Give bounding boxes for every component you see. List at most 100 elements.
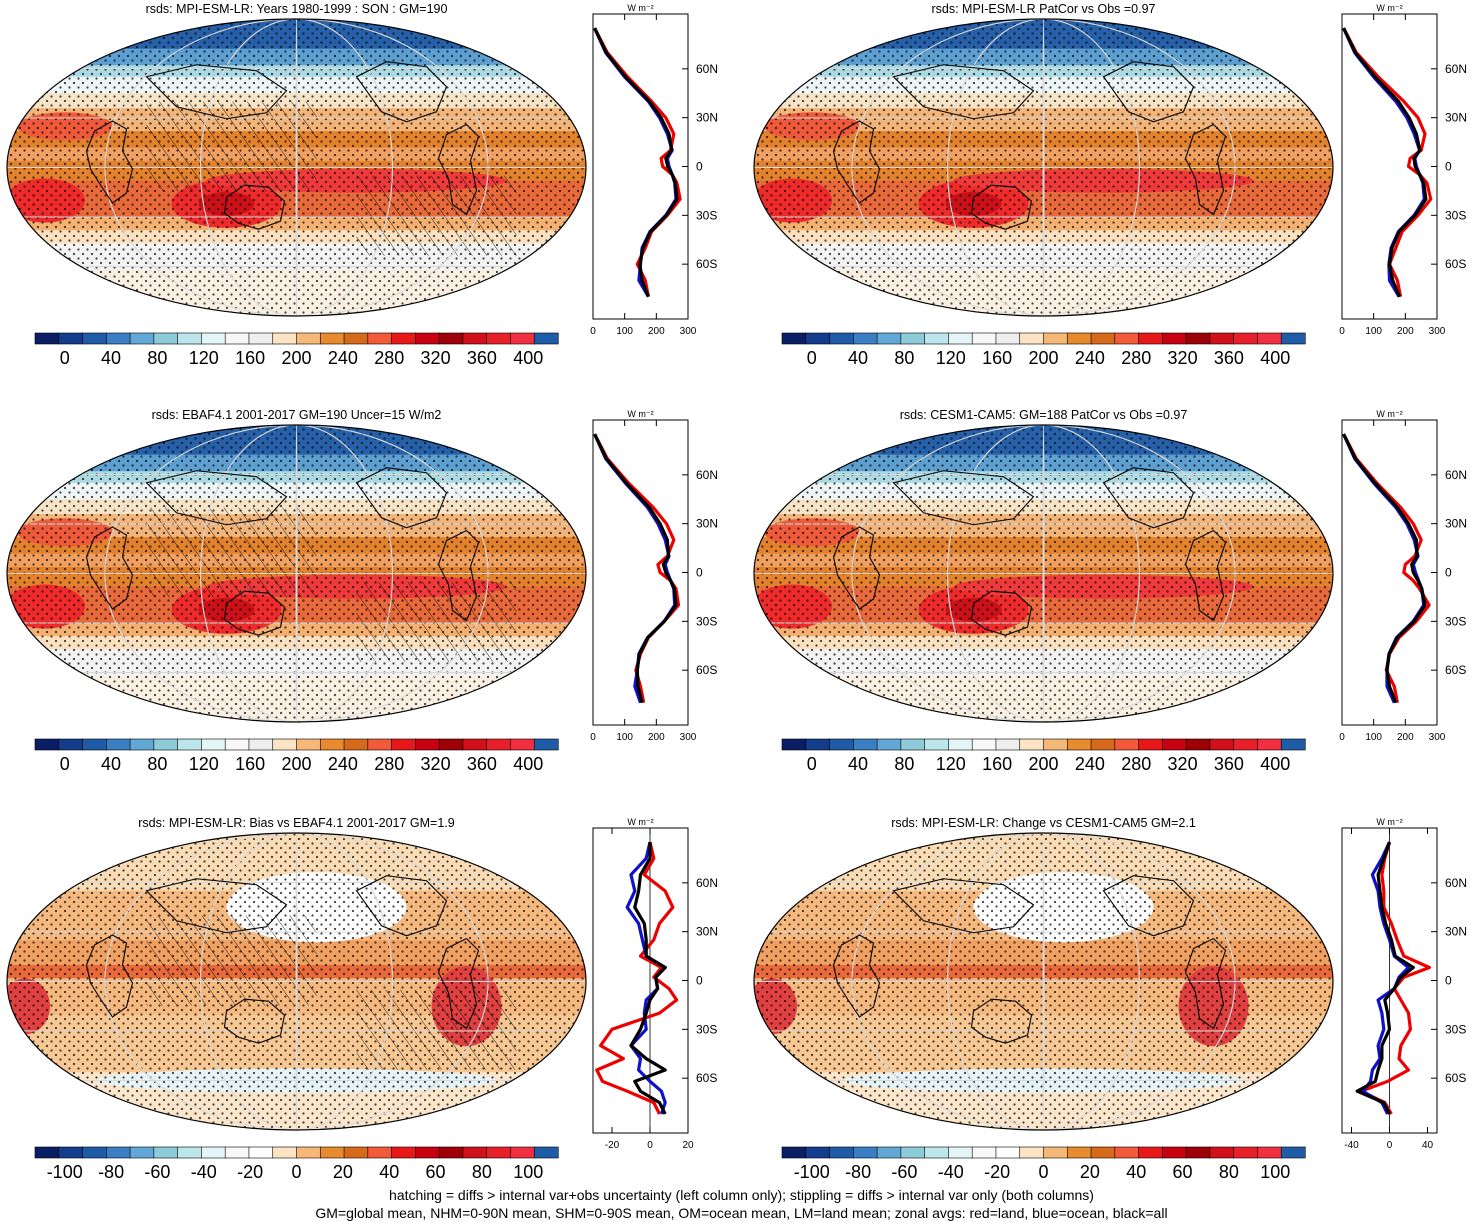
- colorbar-swatch: [781, 738, 807, 751]
- colorbar-swatch: [876, 738, 902, 751]
- zonal-lat-label: 30S: [696, 1022, 717, 1036]
- map-border: [6, 18, 587, 317]
- zonal-lat-label: 0: [696, 160, 703, 174]
- colorbar-tick-label: 160: [235, 754, 265, 774]
- colorbar-swatch: [948, 738, 973, 751]
- coastline: [145, 878, 288, 934]
- colorbar-swatch: [1233, 1146, 1259, 1159]
- colorbar-swatch: [201, 332, 226, 345]
- colorbar-swatch: [106, 332, 131, 345]
- map-field: [7, 425, 586, 722]
- colorbar-swatch: [1043, 738, 1068, 751]
- colorbar-swatch: [224, 1146, 250, 1159]
- colorbar-swatch: [1066, 332, 1092, 345]
- colorbar-swatch: [805, 332, 831, 345]
- colorbar-swatch: [177, 332, 203, 345]
- map-panel-1: rsds: MPI-ESM-LR: Years 1980-1999 : SON …: [6, 2, 587, 317]
- colorbar-swatch: [1162, 1146, 1187, 1159]
- colorbar-5: -100 -80 -60 -40 -20 0 20 40 60 80 100: [34, 1146, 559, 1182]
- colorbar-tick-label: 120: [189, 754, 219, 774]
- colorbar-tick-label: 20: [1080, 1162, 1100, 1182]
- zonal-xtick-label: 100: [1365, 326, 1382, 337]
- zonal-xtick-label: 300: [1429, 732, 1446, 743]
- zonal-units-label: W m⁻²: [627, 409, 653, 419]
- coastline: [437, 529, 480, 622]
- colorbar-swatch: [1209, 332, 1235, 345]
- meridian-gridline: [199, 425, 394, 722]
- colorbar-swatch: [853, 1146, 878, 1159]
- colorbar-swatch: [1114, 1146, 1140, 1159]
- coastline: [85, 526, 134, 610]
- colorbar-swatch: [1257, 1146, 1282, 1159]
- zonal-lat-label: 60S: [1445, 257, 1466, 271]
- zonal-lat-label: 60N: [696, 468, 718, 482]
- colorbar-swatch: [82, 1146, 107, 1159]
- colorbar-swatch: [1233, 738, 1259, 751]
- map-field: [754, 425, 1333, 722]
- zonal-lat-label: 30N: [1445, 111, 1467, 125]
- colorbar-swatch: [1257, 738, 1282, 751]
- colorbar-tick-label: 60: [1173, 1162, 1193, 1182]
- zonal-lat-label: 30S: [696, 208, 717, 222]
- colorbar-swatch: [510, 332, 535, 345]
- colorbar-tick-label: 200: [1028, 348, 1058, 368]
- zonal-xtick-label: 100: [616, 732, 633, 743]
- map-border: [6, 832, 587, 1131]
- colorbar-swatch: [391, 1146, 416, 1159]
- coastline: [892, 878, 1035, 934]
- colorbar-swatch: [876, 332, 902, 345]
- coastline: [85, 934, 134, 1018]
- map-border: [753, 424, 1334, 723]
- colorbar-tick-label: 120: [189, 348, 219, 368]
- coastline: [1102, 61, 1195, 123]
- colorbar-tick-label: 360: [1214, 754, 1244, 774]
- colorbar-tick-label: 80: [147, 348, 167, 368]
- zonal-xtick-label: 300: [680, 732, 697, 743]
- colorbar-swatch: [367, 332, 393, 345]
- colorbar-tick-label: 0: [60, 754, 70, 774]
- colorbar-swatch: [781, 332, 807, 345]
- colorbar-swatch: [924, 332, 950, 345]
- coastline: [970, 590, 1033, 636]
- colorbar-tick-label: -40: [191, 1162, 217, 1182]
- colorbar-swatch: [1185, 332, 1211, 345]
- zonal-series-all: [1355, 841, 1415, 1115]
- colorbar-tick-label: 0: [1038, 1162, 1048, 1182]
- colorbar-tick-label: 80: [1219, 1162, 1239, 1182]
- map-field: [7, 19, 586, 316]
- zonal-lat-label: 60N: [1445, 62, 1467, 76]
- zonal-series-all: [593, 27, 679, 298]
- colorbar-swatch: [853, 738, 878, 751]
- colorbar-tick-label: 100: [513, 1162, 543, 1182]
- colorbar-swatch: [829, 738, 854, 751]
- colorbar-tick-label: -100: [794, 1162, 830, 1182]
- colorbar-swatch: [296, 1146, 321, 1159]
- colorbar-swatch: [177, 1146, 203, 1159]
- colorbar-swatch: [82, 738, 107, 751]
- coastline: [832, 526, 881, 610]
- zonal-xtick-label: 0: [1339, 326, 1345, 337]
- meridian-gridline: [946, 425, 1141, 722]
- zonal-xtick-label: 200: [648, 732, 665, 743]
- colorbar-swatch: [995, 738, 1021, 751]
- colorbar-swatch: [876, 1146, 902, 1159]
- zonal-lat-label: 30N: [696, 517, 718, 531]
- colorbar-swatch: [153, 738, 179, 751]
- colorbar-tick-label: 100: [1260, 1162, 1290, 1182]
- colorbar-1: 0 40 80 120 160 200 240 280 320 360 400: [34, 332, 559, 368]
- colorbar-swatch: [296, 332, 321, 345]
- colorbar-swatch: [1066, 1146, 1092, 1159]
- zonal-panel-5: W m⁻² -20 0 20 60N 30N 0 30S 60S: [592, 817, 718, 1151]
- coastline: [832, 120, 881, 204]
- colorbar-swatch: [829, 332, 854, 345]
- zonal-lat-label: 30S: [1445, 1022, 1466, 1036]
- colorbar-swatch: [1019, 332, 1045, 345]
- colorbar-tick-label: 160: [982, 754, 1012, 774]
- colorbar-swatch: [58, 1146, 84, 1159]
- colorbar-swatch: [153, 332, 179, 345]
- colorbar-swatch: [1090, 1146, 1116, 1159]
- colorbar-swatch: [486, 332, 512, 345]
- zonal-panel-1: W m⁻² 0 100 200 300 60N 30N 0 30S 60S: [590, 3, 718, 337]
- colorbar-swatch: [319, 1146, 345, 1159]
- colorbar-swatch: [272, 332, 298, 345]
